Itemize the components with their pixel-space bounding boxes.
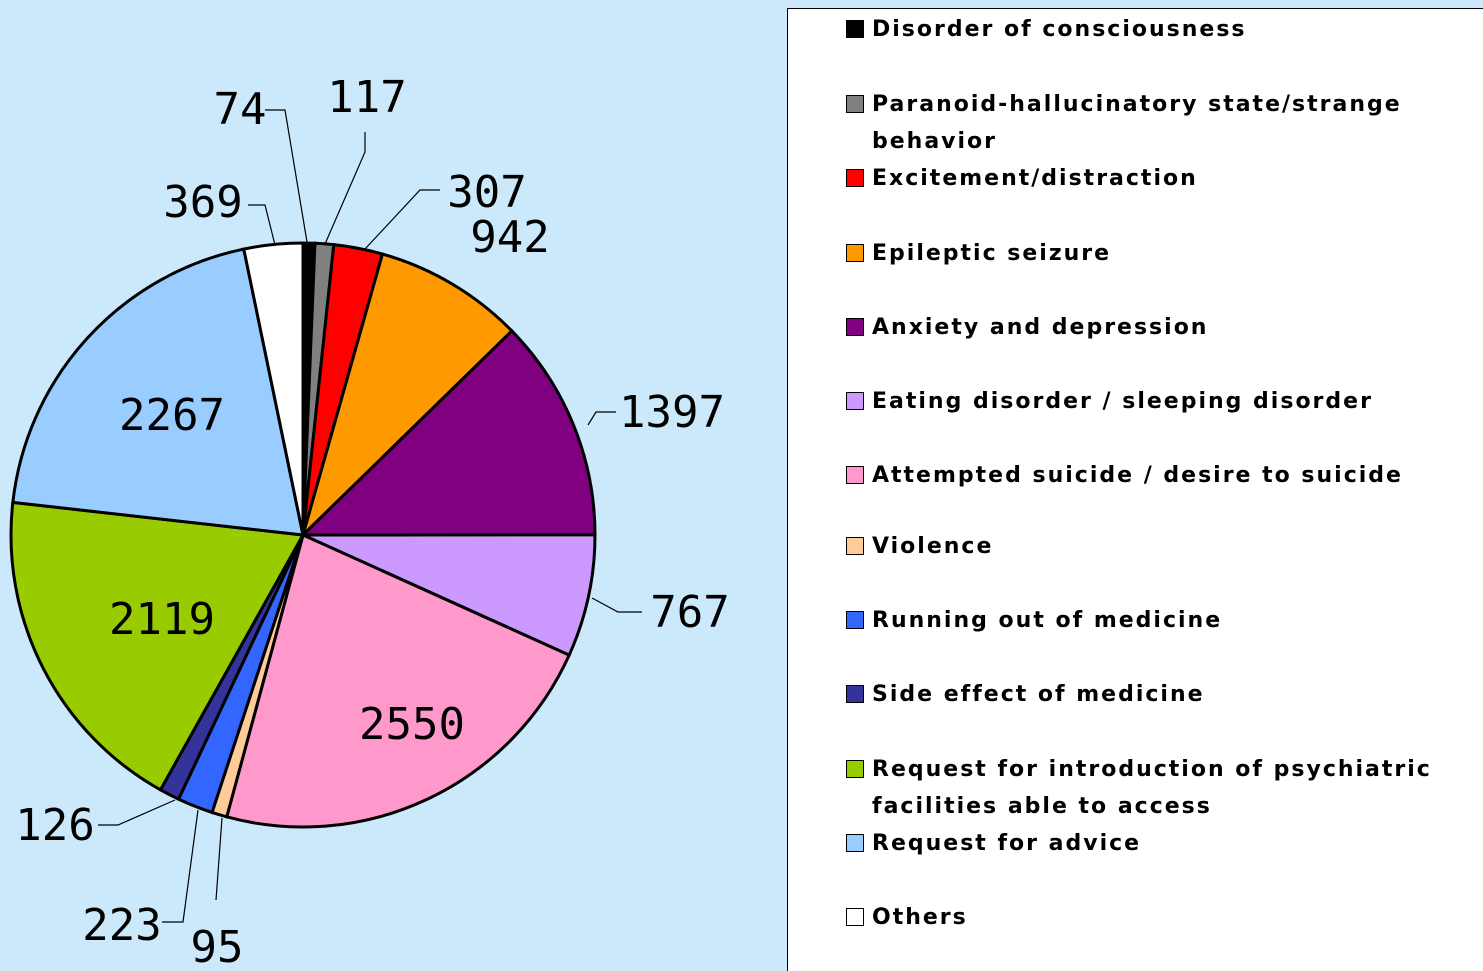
legend-item: Running out of medicine <box>844 602 1444 639</box>
legend-item: Anxiety and depression <box>844 309 1444 346</box>
leader-line <box>364 189 440 250</box>
pie-slice <box>11 247 305 537</box>
legend-swatch <box>846 20 864 38</box>
leader-line <box>265 109 308 243</box>
data-label: 126 <box>15 800 94 851</box>
legend-item: Epileptic seizure <box>844 235 1444 272</box>
legend-label: Paranoid-hallucinatory state/strange beh… <box>872 92 1402 154</box>
legend-swatch <box>846 685 864 703</box>
legend-swatch <box>846 537 864 555</box>
legend-item: Violence <box>844 528 1444 565</box>
pie-slice <box>299 328 597 537</box>
leader-line <box>98 799 176 826</box>
legend-label: Attempted suicide / desire to suicide <box>872 463 1403 488</box>
legend-item: Eating disorder / sleeping disorder <box>844 383 1444 420</box>
data-label: 1397 <box>619 387 725 438</box>
legend-swatch <box>846 466 864 484</box>
legend-swatch <box>846 318 864 336</box>
pie-slice <box>300 252 514 541</box>
legend-swatch <box>846 95 864 113</box>
leader-line <box>587 411 616 426</box>
legend-swatch <box>846 834 864 852</box>
legend-item: Request for introduction of psychiatric … <box>844 751 1444 825</box>
data-label: 117 <box>327 72 406 123</box>
data-label: 2119 <box>109 594 215 645</box>
pie-slice <box>302 533 597 658</box>
data-label: 942 <box>470 212 549 263</box>
legend-label: Anxiety and depression <box>872 315 1209 340</box>
leader-line <box>591 597 642 613</box>
legend-label: Eating disorder / sleeping disorder <box>872 389 1373 414</box>
legend-item: Excitement/distraction <box>844 160 1444 197</box>
data-label: 223 <box>82 900 161 951</box>
leader-line <box>215 817 223 901</box>
data-label: 307 <box>447 167 526 218</box>
data-label: 369 <box>163 177 242 228</box>
legend-swatch <box>846 169 864 187</box>
legend-item: Disorder of consciousness <box>844 11 1444 48</box>
legend-label: Disorder of consciousness <box>872 17 1247 42</box>
legend: Disorder of consciousness Paranoid-halluc… <box>787 8 1483 971</box>
leader-line <box>162 809 199 923</box>
legend-item: Others <box>844 899 1444 936</box>
legend-swatch <box>846 908 864 926</box>
legend-item: Attempted suicide / desire to suicide <box>844 457 1444 494</box>
legend-item: Request for advice <box>844 825 1444 862</box>
data-label: 767 <box>650 587 729 638</box>
legend-label: Request for advice <box>872 831 1142 856</box>
data-label: 2550 <box>359 699 465 750</box>
pie-slice <box>242 241 305 536</box>
legend-label: Others <box>872 905 968 930</box>
legend-swatch <box>846 392 864 410</box>
legend-label: Epileptic seizure <box>872 241 1112 266</box>
legend-label: Violence <box>872 534 994 559</box>
leader-line <box>248 204 276 246</box>
legend-swatch <box>846 244 864 262</box>
legend-label: Request for introduction of psychiatric … <box>872 757 1432 819</box>
pie-slice <box>9 500 306 792</box>
data-label: 2267 <box>119 390 225 441</box>
leader-line <box>324 132 366 245</box>
data-label: 95 <box>191 922 244 971</box>
legend-swatch <box>846 611 864 629</box>
legend-item: Paranoid-hallucinatory state/strange beh… <box>844 86 1444 160</box>
legend-swatch <box>846 760 864 778</box>
legend-item: Side effect of medicine <box>844 676 1444 713</box>
pie-slice <box>224 532 572 829</box>
legend-label: Side effect of medicine <box>872 682 1205 707</box>
data-label: 74 <box>214 84 267 135</box>
legend-label: Running out of medicine <box>872 608 1223 633</box>
legend-label: Excitement/distraction <box>872 166 1198 191</box>
